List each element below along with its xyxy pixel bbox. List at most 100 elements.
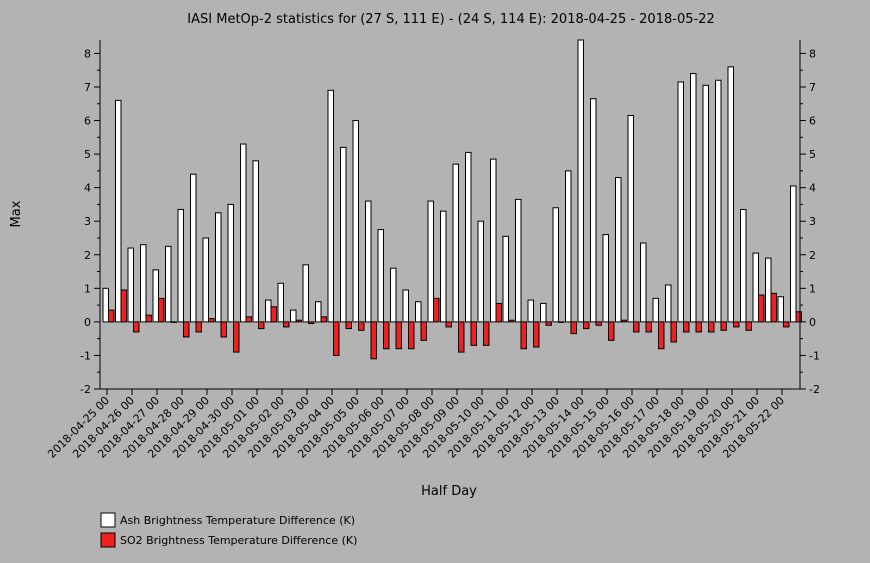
y-tick-label-left: 4 [84,182,91,195]
ash-bar-14 [277,282,284,323]
ash-bar-8 [202,237,209,323]
so2-bar-29 [470,321,477,346]
ash-bar-34 [527,299,534,323]
ash-bar-2 [127,247,134,323]
so2-bar-36 [558,321,565,323]
so2-bar-18 [333,321,340,356]
so2-bar-23 [395,321,402,350]
so2-bar-27 [445,321,452,328]
so2-bar-53 [770,292,777,323]
so2-bar-14 [283,321,290,328]
so2-bar-8 [208,318,215,323]
ash-bar-50 [727,66,734,323]
ash-bar-13 [265,299,272,323]
ash-bar-20 [352,120,359,323]
ash-bar-42 [627,115,634,323]
so2-bar-3 [145,314,152,323]
so2-bar-19 [345,321,352,330]
ash-bar-55 [790,185,797,323]
ash-bar-47 [690,73,697,323]
so2-bar-52 [758,294,765,323]
ash-bar-28 [452,163,459,323]
plot-area: -2 -2 -1 -1 0 0 1 1 2 2 3 3 4 4 5 5 6 6 7 7 8 8 2018-04-25 00… [45,39,820,461]
so2-bar-37 [570,321,577,335]
ash-bar-12 [252,160,259,323]
ash-bar-10 [227,203,234,323]
ash-bar-18 [327,89,334,323]
ash-bar-41 [615,177,622,323]
ash-bar-51 [740,208,747,323]
so2-bar-32 [508,319,515,323]
so2-bar-28 [458,321,465,353]
y-tick-label-right: -1 [809,349,820,362]
ash-bar-23 [390,267,397,323]
so2-bar-42 [633,321,640,333]
ash-bar-45 [665,284,672,323]
so2-bar-25 [420,321,427,341]
so2-bar-17 [320,316,327,323]
ash-bar-24 [402,289,409,323]
ash-bar-19 [340,146,347,323]
y-tick-label-left: 8 [84,47,91,60]
so2-bar-51 [745,321,752,331]
so2-bar-20 [358,321,365,331]
so2-bar-48 [708,321,715,333]
so2-bar-47 [695,321,702,333]
so2-bar-4 [158,297,165,323]
ash-bar-39 [590,98,597,323]
ash-bar-4 [152,269,159,323]
ash-bar-15 [290,309,297,323]
ash-bar-29 [465,151,472,323]
so2-bar-24 [408,321,415,350]
so2-bar-2 [133,321,140,333]
so2-bar-34 [533,321,540,348]
so2-bar-54 [783,321,790,328]
ash-bar-22 [377,229,384,323]
so2-bar-1 [120,289,127,323]
y-tick-label-right: 7 [809,81,816,94]
so2-bar-0 [108,309,115,323]
ash-bar-25 [415,301,422,323]
so2-bar-15 [295,319,302,323]
ash-bar-46 [677,81,684,323]
ash-bar-36 [552,207,559,323]
so2-bar-46 [683,321,690,333]
so2-bar-16 [308,321,315,325]
ash-bar-3 [140,244,147,323]
so2-bar-41 [620,319,627,323]
y-tick-label-left: 7 [84,81,91,94]
y-tick-label-left: -2 [80,383,91,396]
y-tick-label-right: 8 [809,47,816,60]
ash-bar-49 [715,79,722,323]
so2-bar-11 [245,316,252,323]
ash-bar-21 [365,200,372,323]
so2-bar-33 [520,321,527,350]
so2-bar-40 [608,321,615,341]
y-tick-label-right: 6 [809,115,816,128]
y-tick-label-left: 6 [84,115,91,128]
so2-bar-9 [220,321,227,338]
y-tick-label-right: 4 [809,182,816,195]
legend: Ash Brightness Temperature Difference (K… [100,512,357,548]
y-tick-label-left: 2 [84,249,91,262]
legend-swatch-so2 [100,532,116,548]
y-tick-label-right: 2 [809,249,816,262]
so2-bar-49 [720,321,727,331]
so2-bar-30 [483,321,490,346]
y-tick-label-right: -2 [809,383,820,396]
ash-bar-17 [315,301,322,323]
so2-bar-5 [170,321,177,323]
ash-bar-0 [102,287,109,323]
y-tick-label-left: 1 [84,282,91,295]
ash-bar-32 [502,235,509,323]
ash-bar-1 [115,99,122,323]
so2-bar-12 [258,321,265,330]
so2-bar-22 [383,321,390,350]
so2-bar-39 [595,321,602,326]
ash-bar-40 [602,234,609,323]
ash-bar-9 [215,212,222,323]
ash-bar-6 [177,208,184,323]
y-tick-label-left: 3 [84,215,91,228]
